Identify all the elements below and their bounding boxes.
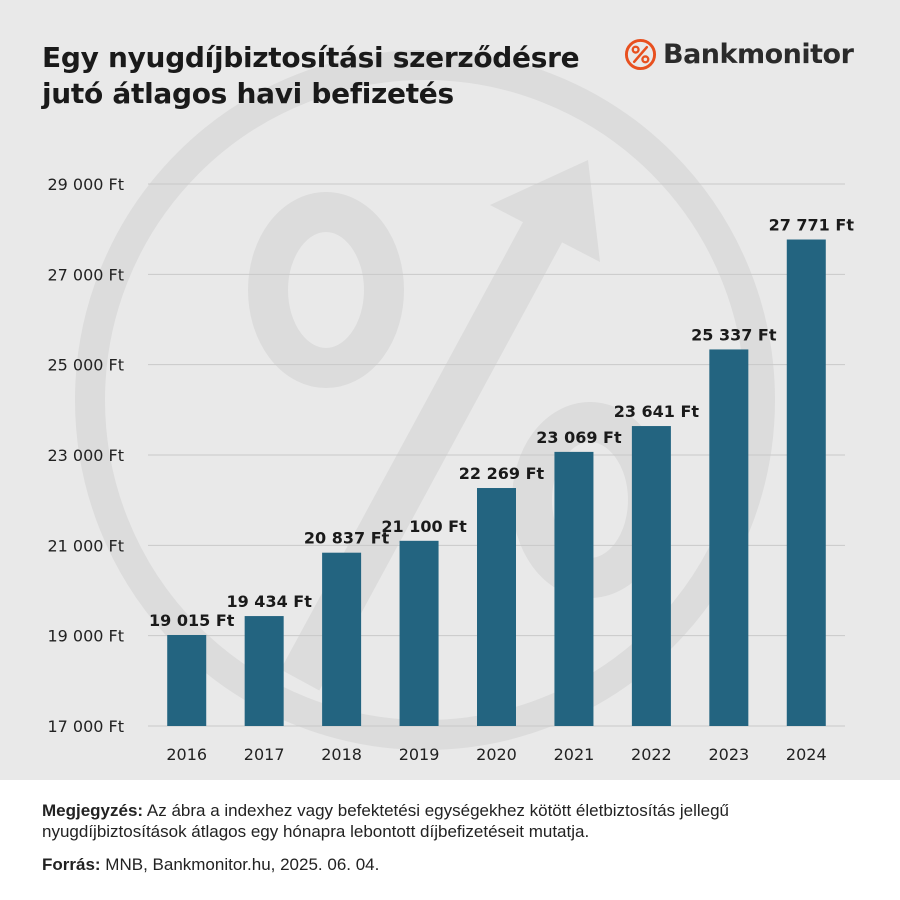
bar (709, 349, 749, 726)
x-tick-label: 2020 (476, 745, 517, 764)
bar (631, 426, 671, 726)
source-text: MNB, Bankmonitor.hu, 2025. 06. 04. (100, 855, 380, 874)
title-line-2: jutó átlagos havi befizetés (42, 77, 454, 110)
chart-panel: Egy nyugdíjbiztosítási szerződésre jutó … (0, 0, 900, 780)
data-label: 23 069 Ft (536, 428, 622, 447)
note: Megjegyzés: Az ábra a indexhez vagy befe… (42, 800, 862, 842)
x-tick-label: 2023 (708, 745, 749, 764)
chart-footer: Megjegyzés: Az ábra a indexhez vagy befe… (42, 800, 862, 875)
y-tick-label: 23 000 Ft (47, 446, 124, 465)
note-text: Az ábra a indexhez vagy befektetési egys… (42, 801, 730, 841)
x-tick-label: 2022 (631, 745, 672, 764)
data-label: 27 771 Ft (769, 216, 855, 235)
y-tick-label: 29 000 Ft (47, 175, 124, 194)
bar (554, 451, 594, 726)
y-tick-label: 27 000 Ft (47, 265, 124, 284)
source-label: Forrás: (42, 855, 101, 874)
title-line-1: Egy nyugdíjbiztosítási szerződésre (42, 41, 580, 74)
data-label: 23 641 Ft (614, 402, 700, 421)
percent-circle-icon (624, 38, 657, 70)
brand-logo: Bankmonitor (624, 36, 854, 72)
x-tick-label: 2018 (321, 745, 362, 764)
bar (167, 634, 207, 726)
data-label: 19 434 Ft (226, 592, 312, 611)
x-tick-label: 2021 (554, 745, 595, 764)
data-label: 19 015 Ft (149, 611, 235, 630)
data-label: 25 337 Ft (691, 325, 777, 344)
y-tick-label: 21 000 Ft (47, 536, 124, 555)
bar (244, 616, 284, 726)
source: Forrás: MNB, Bankmonitor.hu, 2025. 06. 0… (42, 854, 862, 875)
x-tick-label: 2019 (399, 745, 440, 764)
data-label: 21 100 Ft (381, 517, 467, 536)
data-label: 20 837 Ft (304, 529, 390, 548)
bar (322, 552, 362, 726)
x-tick-label: 2016 (166, 745, 207, 764)
bar (399, 540, 439, 726)
bar (786, 239, 826, 726)
y-tick-label: 25 000 Ft (47, 356, 124, 375)
x-tick-label: 2017 (244, 745, 285, 764)
chart-title: Egy nyugdíjbiztosítási szerződésre jutó … (42, 40, 632, 112)
bar-chart: 17 000 Ft 19 000 Ft 21 000 Ft 23 000 Ft 25 0… (47, 175, 855, 764)
bar (477, 488, 516, 726)
x-tick-label: 2024 (786, 745, 827, 764)
note-label: Megjegyzés: (42, 801, 144, 820)
brand-name: Bankmonitor (663, 38, 854, 70)
y-tick-label: 17 000 Ft (47, 717, 124, 736)
data-label: 22 269 Ft (459, 464, 545, 483)
y-tick-label: 19 000 Ft (47, 627, 124, 646)
